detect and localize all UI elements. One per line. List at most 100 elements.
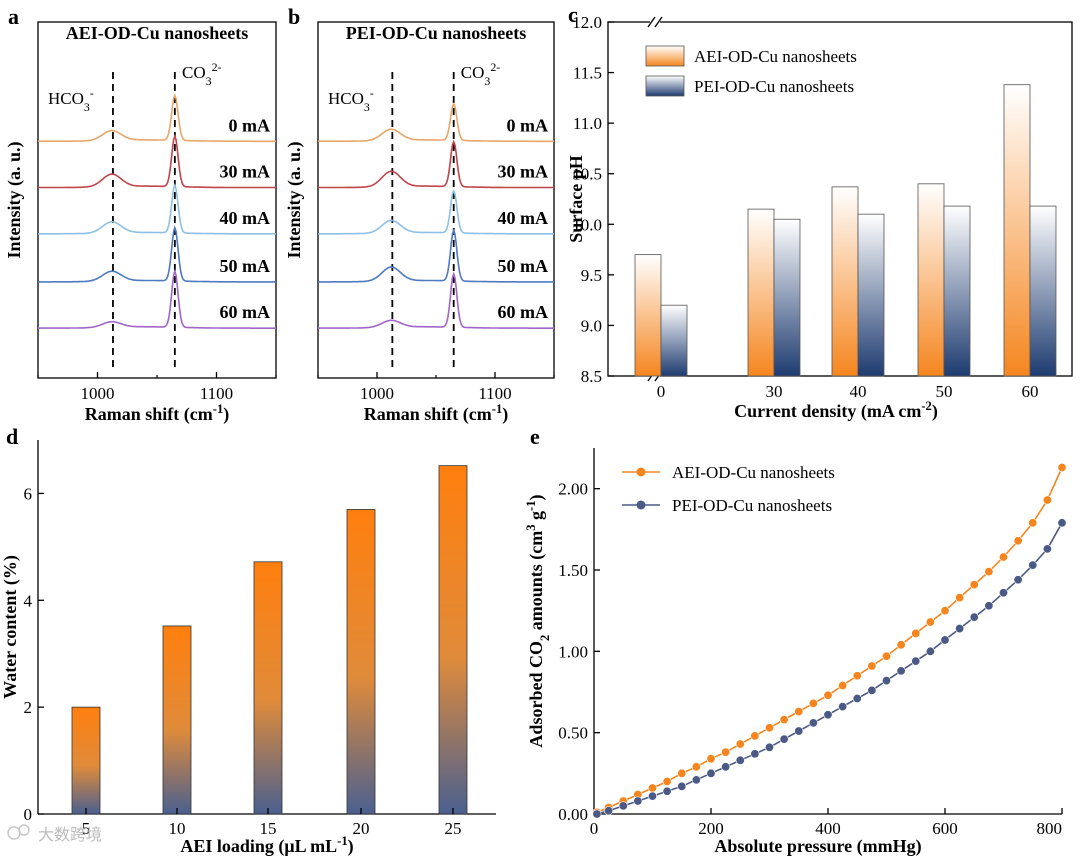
- panel-label: a: [8, 4, 19, 29]
- legend-label: AEI-OD-Cu nanosheets: [694, 47, 857, 66]
- data-point: [604, 806, 614, 816]
- data-point: [955, 624, 965, 634]
- axis-break-mark: [647, 16, 656, 28]
- data-point: [1042, 495, 1052, 505]
- x-tick-label: 600: [932, 819, 958, 838]
- data-point: [1057, 463, 1067, 473]
- spectrum-line: [38, 182, 276, 235]
- data-point: [662, 786, 672, 796]
- x-tick-label: 10: [169, 819, 186, 838]
- bar-aei: [831, 186, 859, 377]
- data-point: [721, 747, 731, 757]
- data-point: [998, 588, 1008, 598]
- data-point: [764, 742, 774, 752]
- x-tick-label: 0: [657, 382, 666, 401]
- y-tick-label: 9.5: [581, 266, 602, 285]
- data-point: [896, 666, 906, 676]
- x-axis-label: Absolute pressure (mmHg): [714, 836, 921, 857]
- data-point: [940, 635, 950, 645]
- data-point: [911, 628, 921, 638]
- y-tick-label: 12.0: [572, 13, 602, 32]
- x-axis-label: Raman shift (cm-1): [364, 402, 509, 425]
- bar-pei: [943, 205, 971, 377]
- data-point: [984, 567, 994, 577]
- series-label: 60 mA: [220, 302, 271, 322]
- spectrum-line: [318, 139, 554, 189]
- data-point: [1028, 560, 1038, 570]
- data-point: [662, 776, 672, 786]
- data-point: [779, 715, 789, 725]
- data-point: [706, 754, 716, 764]
- data-point: [647, 783, 657, 793]
- x-tick-label: 1000: [360, 384, 394, 403]
- bar-pei: [1029, 205, 1057, 377]
- legend-label: PEI-OD-Cu nanosheets: [694, 77, 854, 96]
- data-point: [1028, 518, 1038, 528]
- data-point: [852, 694, 862, 704]
- x-tick-label: 0: [590, 819, 599, 838]
- x-tick-label: 25: [445, 819, 462, 838]
- series-label: 60 mA: [498, 302, 549, 322]
- y-axis-label: Surface pH: [566, 155, 586, 243]
- data-point: [896, 640, 906, 650]
- x-tick-label: 200: [698, 819, 724, 838]
- series-label: 0 mA: [229, 115, 271, 135]
- series-line: [596, 467, 1063, 814]
- x-tick-label: 1100: [200, 384, 233, 403]
- bar-aei: [747, 208, 775, 377]
- panel-label: d: [6, 424, 18, 449]
- y-axis-label: Water content (%): [0, 555, 21, 699]
- x-axis-label: Raman shift (cm-1): [85, 402, 230, 425]
- x-tick-label: 60: [1022, 382, 1039, 401]
- data-point: [955, 593, 965, 603]
- data-point: [750, 749, 760, 759]
- data-point: [706, 768, 716, 778]
- plot-frame: [37, 21, 277, 379]
- x-tick-label: 1000: [81, 384, 115, 403]
- x-axis-label: Current density (mA cm-2): [734, 399, 938, 422]
- data-point: [911, 656, 921, 666]
- y-tick-label: 0.50: [558, 724, 588, 743]
- data-point: [969, 612, 979, 622]
- x-tick-label: 40: [850, 382, 867, 401]
- bar-aei: [917, 183, 945, 377]
- legend-marker: [636, 500, 646, 510]
- data-point: [677, 781, 687, 791]
- watermark-icon: [18, 824, 30, 836]
- data-point: [940, 606, 950, 616]
- bar-pei: [857, 213, 885, 377]
- series-label: 30 mA: [498, 162, 549, 182]
- x-axis-label: AEI loading (μL mL-1): [180, 834, 353, 857]
- spectrum-line: [38, 225, 276, 283]
- y-axis-label: Intensity (a. u.): [284, 141, 305, 258]
- axis-break-mask: [650, 17, 660, 27]
- x-tick-label: 15: [260, 819, 277, 838]
- x-tick-label: 20: [353, 819, 370, 838]
- data-point: [1013, 536, 1023, 546]
- data-point: [677, 768, 687, 778]
- spectrum-line: [318, 271, 554, 329]
- data-point: [823, 710, 833, 720]
- spectrum-line: [38, 133, 276, 189]
- data-point: [867, 685, 877, 695]
- bar: [438, 465, 468, 815]
- spectrum-line: [318, 228, 554, 283]
- data-point: [867, 661, 877, 671]
- legend-swatch: [645, 45, 685, 67]
- bar-aei: [1003, 84, 1031, 377]
- series-label: 30 mA: [220, 162, 271, 182]
- bar: [162, 625, 192, 815]
- data-point: [823, 690, 833, 700]
- panel-label: b: [288, 4, 300, 29]
- series-label: 40 mA: [220, 208, 271, 228]
- bar-aei: [634, 254, 662, 377]
- y-tick-label: 4: [24, 591, 33, 610]
- data-point: [691, 775, 701, 785]
- bar-pei: [773, 218, 801, 377]
- x-tick-label: 800: [1037, 819, 1063, 838]
- data-point: [852, 671, 862, 681]
- y-tick-label: 8.5: [581, 367, 602, 386]
- spectrum-line: [38, 93, 276, 143]
